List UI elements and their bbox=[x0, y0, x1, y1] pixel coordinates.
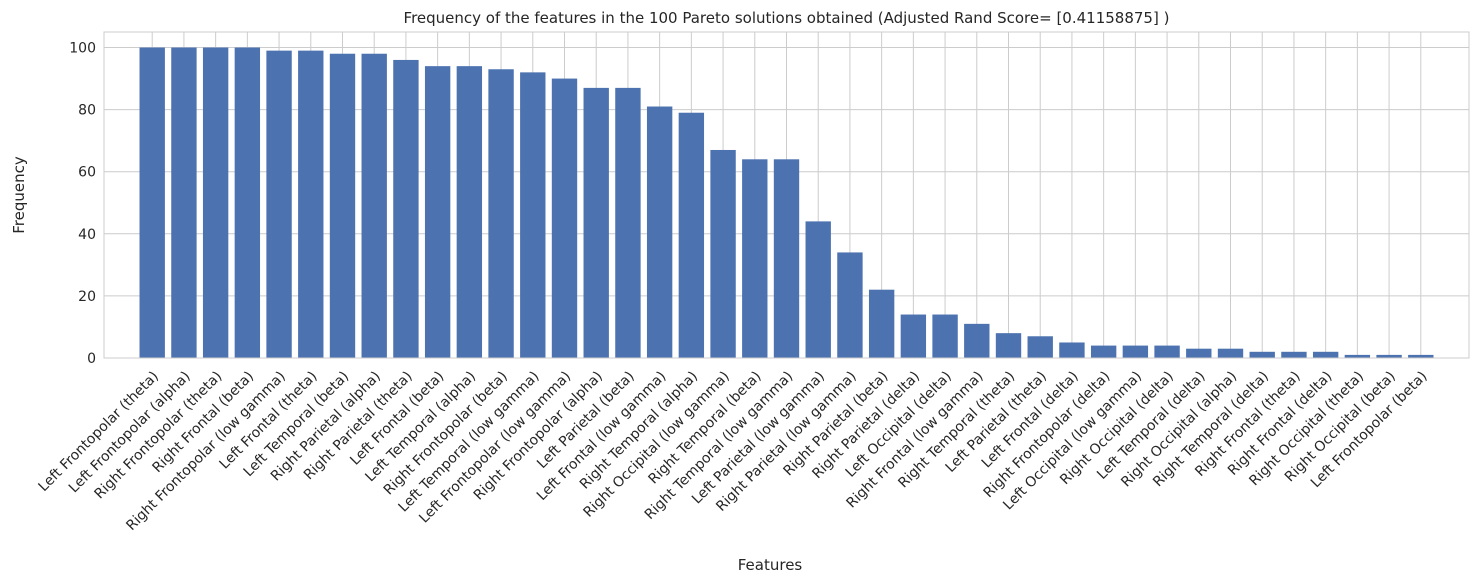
y-tick-label: 0 bbox=[87, 351, 96, 367]
bar bbox=[1122, 345, 1149, 358]
x-axis-label: Features bbox=[738, 556, 803, 574]
bar bbox=[1027, 336, 1053, 358]
x-tick-label: Right Frontopolar (theta) bbox=[91, 368, 225, 502]
bar bbox=[298, 50, 324, 358]
bar bbox=[1312, 351, 1339, 358]
bar bbox=[1376, 354, 1402, 358]
y-tick-label: 100 bbox=[69, 41, 96, 57]
bar bbox=[615, 87, 641, 358]
bar bbox=[773, 159, 800, 358]
bar bbox=[520, 72, 546, 358]
bar bbox=[678, 112, 705, 358]
bar bbox=[139, 47, 165, 359]
bar bbox=[1186, 348, 1212, 358]
bar bbox=[583, 87, 609, 358]
bar bbox=[1154, 345, 1180, 358]
bar bbox=[1408, 354, 1434, 358]
bar bbox=[456, 66, 483, 359]
bar bbox=[837, 252, 863, 358]
bar bbox=[551, 78, 578, 359]
bar bbox=[964, 323, 990, 358]
bar bbox=[1344, 354, 1371, 358]
y-axis-label: Frequency bbox=[10, 156, 28, 234]
bar bbox=[393, 59, 419, 358]
bars bbox=[139, 47, 1434, 359]
bar bbox=[646, 106, 673, 358]
bar bbox=[1217, 348, 1244, 358]
bar bbox=[488, 69, 514, 358]
bar bbox=[202, 47, 229, 359]
bar bbox=[424, 66, 451, 359]
y-tick-label: 80 bbox=[78, 103, 96, 119]
bar bbox=[742, 159, 768, 358]
bar bbox=[234, 47, 261, 359]
bar bbox=[995, 333, 1022, 358]
bar bbox=[1059, 342, 1085, 358]
bar bbox=[266, 50, 292, 358]
chart-title: Frequency of the features in the 100 Par… bbox=[404, 9, 1170, 27]
x-tick-label: Left Frontopolar (theta) bbox=[35, 368, 161, 494]
y-tick-label: 60 bbox=[78, 165, 96, 181]
y-tick-label: 40 bbox=[78, 227, 96, 243]
plot-frame bbox=[103, 31, 1470, 359]
bar bbox=[171, 47, 197, 359]
bar bbox=[1090, 345, 1117, 358]
bar bbox=[710, 149, 736, 358]
bar bbox=[1281, 351, 1307, 358]
bar bbox=[1249, 351, 1275, 358]
bar bbox=[805, 221, 831, 358]
y-tick-labels: 0 20 40 60 80 100 bbox=[69, 41, 96, 367]
y-tick-label: 20 bbox=[78, 289, 96, 305]
bar bbox=[868, 289, 895, 358]
bar bbox=[932, 314, 958, 358]
bar bbox=[329, 53, 356, 358]
x-tick-labels: Left Frontopolar (theta)Left Frontopolar… bbox=[35, 368, 1430, 533]
bar bbox=[900, 314, 927, 358]
bar bbox=[361, 53, 387, 358]
